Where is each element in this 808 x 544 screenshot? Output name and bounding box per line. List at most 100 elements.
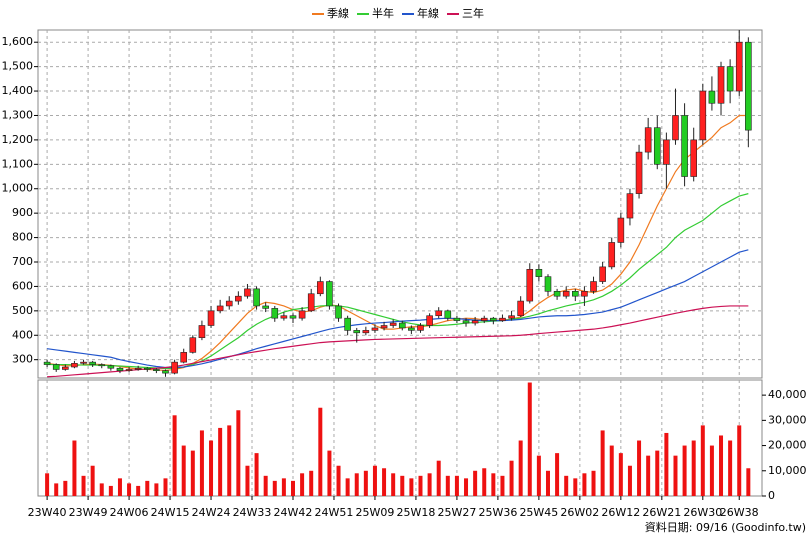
- x-tick-label: 24W15: [151, 506, 190, 519]
- candle-body: [626, 193, 634, 219]
- volume-bar: [236, 410, 241, 496]
- candle-body: [681, 115, 688, 177]
- volume-bar: [454, 475, 459, 496]
- volume-bar: [336, 465, 341, 496]
- candle-body: [371, 327, 379, 331]
- volume-bar: [391, 473, 396, 496]
- x-tick-label: 23W49: [69, 506, 108, 519]
- volume-bar: [737, 425, 742, 496]
- volume-bar: [136, 485, 141, 496]
- volume-bar: [500, 475, 505, 496]
- volume-bar: [300, 473, 305, 496]
- candle-body: [362, 330, 370, 334]
- candle-body: [289, 315, 297, 319]
- candle-body: [499, 317, 506, 321]
- ma-line: [47, 305, 749, 378]
- candle-body: [153, 369, 160, 371]
- candle-body: [235, 295, 242, 302]
- y-tick-label: 1,300: [2, 108, 34, 121]
- volume-bar: [582, 473, 587, 496]
- x-tick-label: 24W51: [315, 506, 354, 519]
- candle-body: [653, 127, 661, 165]
- volume-bar: [290, 480, 295, 496]
- candle-body: [717, 66, 725, 104]
- x-tick-label: 25W27: [437, 506, 476, 519]
- volume-bar: [618, 453, 623, 496]
- candle-body: [471, 320, 479, 324]
- x-tick-label: 23W40: [28, 506, 67, 519]
- volume-bar: [382, 468, 387, 496]
- candle-body: [262, 305, 269, 309]
- volume-bar: [199, 430, 204, 496]
- candle-body: [508, 315, 515, 319]
- candle-body: [207, 310, 215, 326]
- candle-body: [244, 288, 251, 297]
- x-tick-label: 25W18: [396, 506, 435, 519]
- volume-bar: [409, 478, 414, 496]
- volume-bar: [545, 470, 550, 496]
- volume-bar: [564, 475, 569, 496]
- candle-body: [143, 367, 151, 370]
- volume-bar: [81, 475, 86, 496]
- volume-bar: [108, 485, 113, 496]
- volume-bar: [600, 430, 605, 496]
- volume-bar: [627, 465, 632, 496]
- volume-bar: [491, 473, 496, 496]
- legend-label: 三年: [462, 6, 484, 20]
- x-tick-label: 25W09: [356, 506, 395, 519]
- volume-bar: [254, 453, 259, 496]
- volume-bar: [181, 445, 186, 496]
- volume-bar: [591, 470, 596, 496]
- volume-bar: [172, 415, 177, 496]
- candle-body: [307, 293, 315, 312]
- volume-bar: [482, 468, 487, 496]
- volume-bar: [518, 440, 523, 496]
- x-tick-label: 26W30: [683, 506, 722, 519]
- candle-body: [344, 317, 351, 331]
- candle-body: [280, 315, 288, 319]
- candle-body: [180, 352, 188, 363]
- candle-body: [462, 320, 470, 324]
- candle-body: [726, 66, 734, 92]
- candle-body: [581, 291, 588, 297]
- volume-bar: [573, 478, 578, 496]
- x-tick-label: 26W02: [560, 506, 599, 519]
- x-tick-label: 26W21: [642, 506, 681, 519]
- volume-bar: [54, 483, 59, 496]
- volume-bar: [646, 455, 651, 496]
- candle-body: [535, 269, 543, 277]
- volume-bar: [318, 407, 323, 496]
- candle-body: [453, 317, 461, 321]
- x-tick-label: 24W42: [274, 506, 313, 519]
- candle-body: [517, 300, 524, 317]
- volume-bar: [327, 450, 332, 496]
- y-tick-label: 1,200: [2, 133, 34, 146]
- candle-body: [189, 337, 197, 353]
- candle-body: [608, 242, 616, 268]
- candle-body: [107, 365, 115, 369]
- candle-body: [198, 325, 206, 339]
- volume-bar: [345, 478, 350, 496]
- volume-bar: [728, 440, 733, 496]
- candle-body: [590, 281, 597, 292]
- candle-body: [80, 361, 87, 364]
- y2-tick-label: 40,000: [768, 388, 807, 401]
- volume-bar: [245, 465, 250, 496]
- volume-bar: [637, 440, 642, 496]
- volume-bar: [209, 440, 214, 496]
- candle-body: [480, 317, 488, 321]
- volume-bar: [709, 445, 714, 496]
- candle-body: [544, 276, 552, 292]
- volume-bar: [190, 450, 195, 496]
- volume-bar: [673, 455, 678, 496]
- volume-bar: [536, 455, 541, 496]
- legend-label: 半年: [372, 6, 394, 20]
- candle-body: [562, 291, 570, 297]
- y-tick-label: 400: [12, 328, 33, 341]
- candle-body: [335, 305, 342, 319]
- candle-body: [317, 281, 324, 295]
- volume-bar: [418, 475, 423, 496]
- candle-body: [735, 41, 743, 92]
- volume-bar: [436, 460, 441, 496]
- volume-bar: [400, 475, 405, 496]
